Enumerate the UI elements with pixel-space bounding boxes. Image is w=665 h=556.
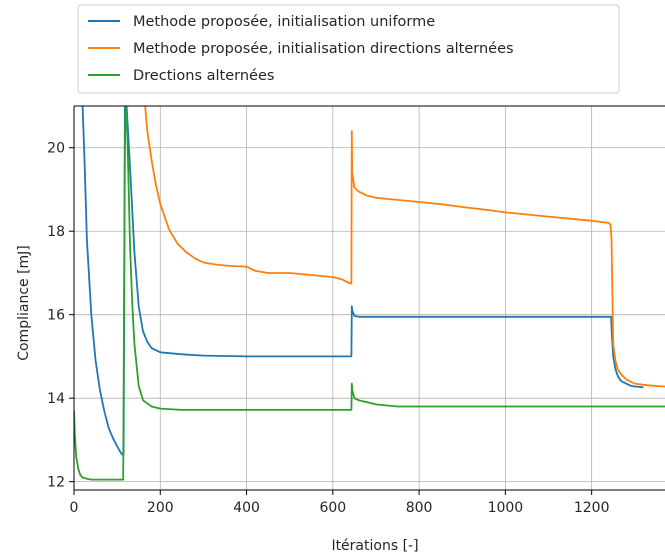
x-tick-label: 1000 bbox=[488, 500, 524, 516]
x-tick-label: 600 bbox=[319, 500, 346, 516]
y-tick-label: 16 bbox=[47, 308, 65, 324]
y-tick-label: 14 bbox=[47, 391, 65, 407]
series-line-alternees bbox=[74, 106, 665, 481]
y-tick-label: 18 bbox=[47, 224, 65, 240]
series-line-directions bbox=[144, 106, 665, 388]
x-axis-label: Itérations [-] bbox=[331, 538, 418, 554]
legend: Methode proposée, initialisation uniform… bbox=[77, 4, 620, 94]
legend-label-directions: Methode proposée, initialisation directi… bbox=[133, 41, 514, 57]
y-tick-label: 12 bbox=[47, 475, 65, 491]
x-tick-label: 1200 bbox=[574, 500, 610, 516]
legend-label-uniforme: Methode proposée, initialisation uniform… bbox=[133, 14, 435, 30]
series-line-uniforme bbox=[81, 106, 644, 456]
x-tick-label: 800 bbox=[406, 500, 433, 516]
x-tick-label: 200 bbox=[147, 500, 174, 516]
x-tick-label: 400 bbox=[233, 500, 260, 516]
axis-ticks: 0 200 400 600 800 1000 1200 12 14 16 18 20 bbox=[47, 141, 609, 516]
series-lines bbox=[74, 106, 665, 481]
x-tick-label: 0 bbox=[70, 500, 79, 516]
y-tick-label: 20 bbox=[47, 141, 65, 157]
legend-label-alternees: Drections alternées bbox=[133, 68, 274, 84]
plot-area bbox=[74, 106, 665, 490]
legend-box bbox=[77, 4, 620, 94]
grid-lines bbox=[73, 106, 665, 490]
y-axis-label: Compliance [mJ] bbox=[16, 245, 32, 361]
